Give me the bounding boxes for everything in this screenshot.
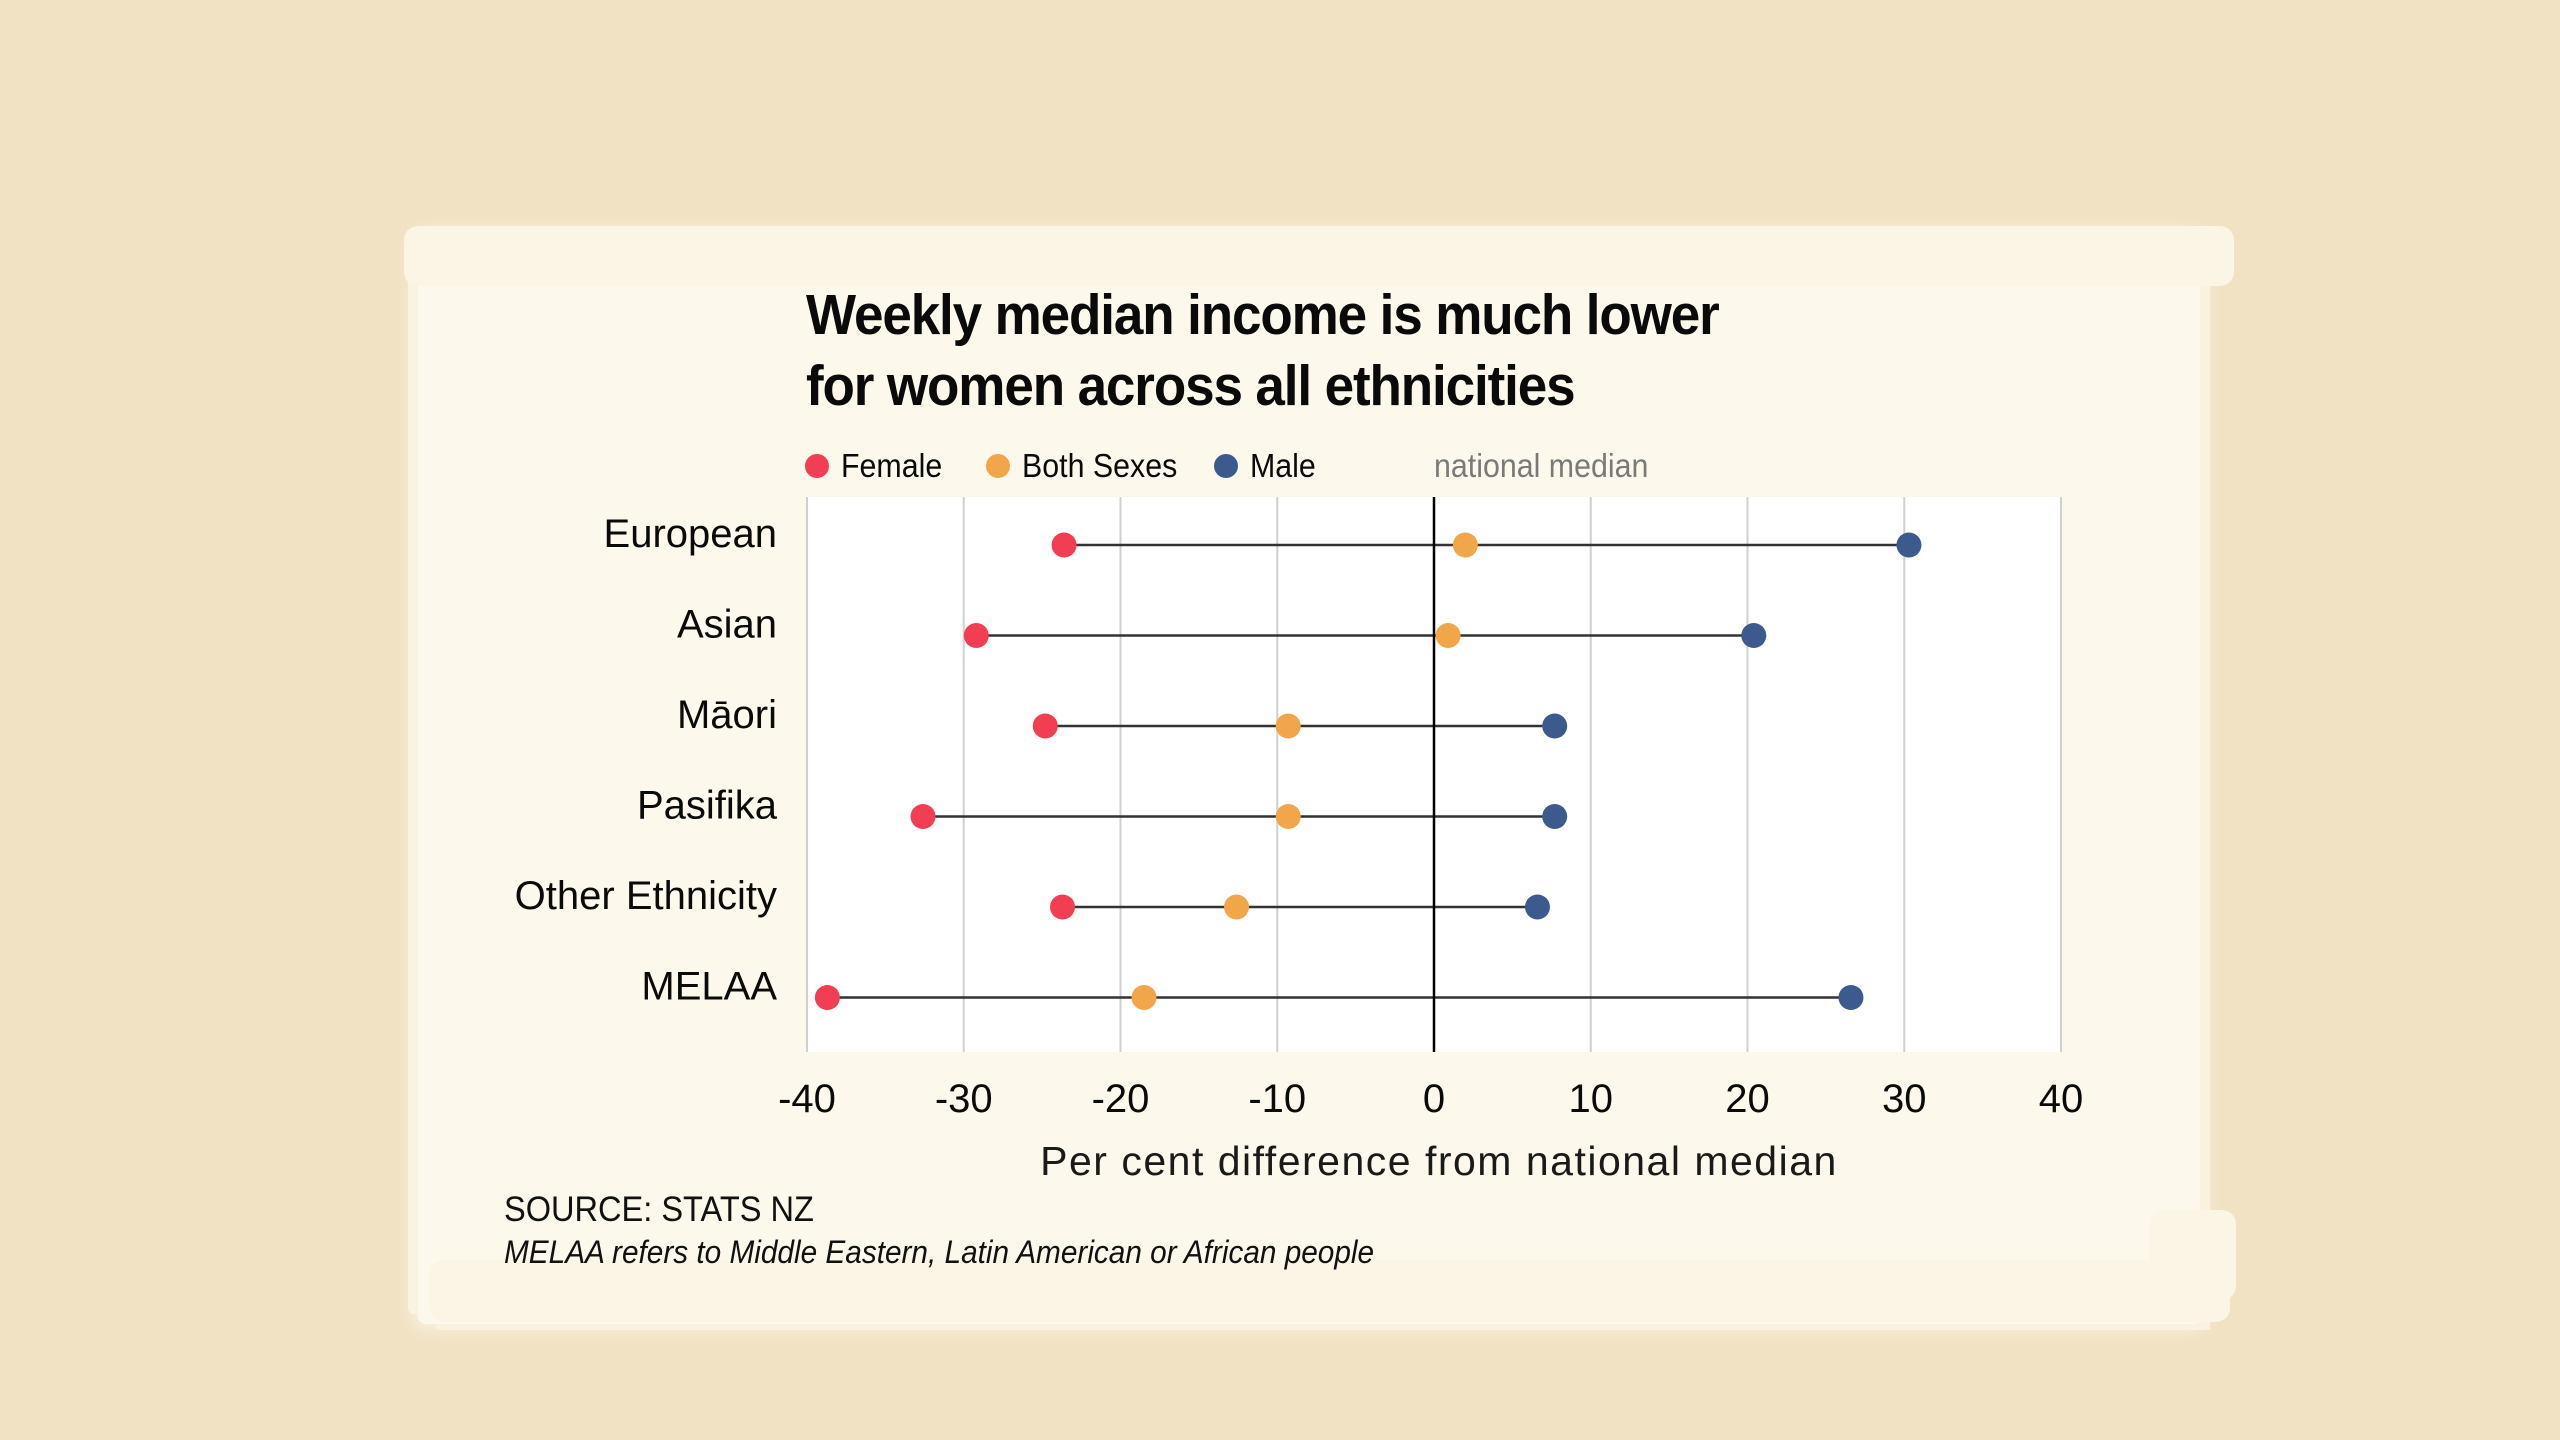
legend-dot-male-icon: [1214, 454, 1238, 478]
category-label-melaa: MELAA: [641, 965, 777, 1009]
dot-european-male: [1896, 532, 1922, 558]
x-tick-label-minus-30: -30: [935, 1077, 993, 1121]
chart-title: Weekly median income is much lower for w…: [806, 280, 1720, 422]
x-tick-label-0: 0: [1423, 1077, 1445, 1121]
reference-line-label: national median: [1434, 447, 1649, 484]
footnote: MELAA refers to Middle Eastern, Latin Am…: [504, 1234, 1375, 1270]
dot-maori-female: [1032, 713, 1058, 739]
dot-pasifika-female: [910, 804, 936, 829]
category-label-asian: Asian: [677, 603, 777, 647]
x-tick-label-minus-40: -40: [778, 1077, 836, 1121]
paper-brush-top: [404, 226, 2234, 286]
dot-european-both-sexes: [1452, 532, 1478, 558]
dot-melaa-female: [814, 985, 840, 1010]
dot-maori-both-sexes: [1275, 713, 1301, 739]
data-points: [814, 532, 1922, 1010]
legend-dot-both-sexes-icon: [986, 454, 1010, 478]
x-tick-label-20: 20: [1725, 1077, 1770, 1121]
category-label-european: European: [604, 512, 777, 556]
category-labels: European Asian Māori Pasifika Other Ethnicit…: [515, 512, 778, 1009]
dot-european-female: [1051, 532, 1077, 558]
chart-title-line-2: for women across all ethnicities: [806, 354, 1576, 418]
dot-other-ethnicity-both-sexes: [1223, 894, 1249, 920]
dot-other-ethnicity-male: [1524, 894, 1550, 920]
dot-pasifika-both-sexes: [1275, 804, 1301, 829]
legend-label-both-sexes: Both Sexes: [1022, 447, 1178, 484]
paper-brush-right: [2150, 1210, 2236, 1300]
category-label-maori: Māori: [677, 693, 777, 737]
legend-item-both-sexes: Both Sexes: [986, 444, 1191, 488]
dot-asian-male: [1741, 623, 1767, 648]
dot-pasifika-male: [1542, 804, 1568, 829]
x-tick-label-minus-10: -10: [1248, 1077, 1306, 1121]
legend-item-male: Male: [1214, 444, 1322, 488]
paper-brush-bottom: [430, 1260, 2230, 1322]
category-label-other-ethnicity: Other Ethnicity: [515, 874, 777, 918]
x-tick-label-40: 40: [2039, 1077, 2084, 1121]
dot-asian-both-sexes: [1435, 623, 1461, 648]
legend-item-female: Female: [805, 444, 951, 488]
connector-lines: [827, 543, 1909, 999]
x-tick-label-30: 30: [1882, 1077, 1927, 1121]
x-tick-label-minus-20: -20: [1092, 1077, 1150, 1121]
legend-dot-female-icon: [805, 454, 829, 478]
x-axis-title: Per cent difference from national median: [1040, 1138, 1838, 1184]
x-tick-labels: -40 -30 -20 -10 0 10 20 30 40: [778, 1077, 2083, 1121]
legend-label-female: Female: [841, 447, 943, 484]
chart-title-line-1: Weekly median income is much lower: [806, 283, 1720, 347]
x-tick-label-10: 10: [1569, 1077, 1614, 1121]
dot-melaa-both-sexes: [1131, 985, 1157, 1010]
gridlines: [806, 497, 2062, 1052]
dot-other-ethnicity-female: [1050, 894, 1076, 920]
dot-asian-female: [963, 623, 989, 648]
legend-label-male: Male: [1250, 447, 1316, 484]
dot-melaa-male: [1838, 985, 1864, 1010]
dot-maori-male: [1542, 713, 1568, 739]
source-credit: SOURCE: STATS NZ: [504, 1190, 814, 1229]
category-label-pasifika: Pasifika: [637, 784, 778, 828]
